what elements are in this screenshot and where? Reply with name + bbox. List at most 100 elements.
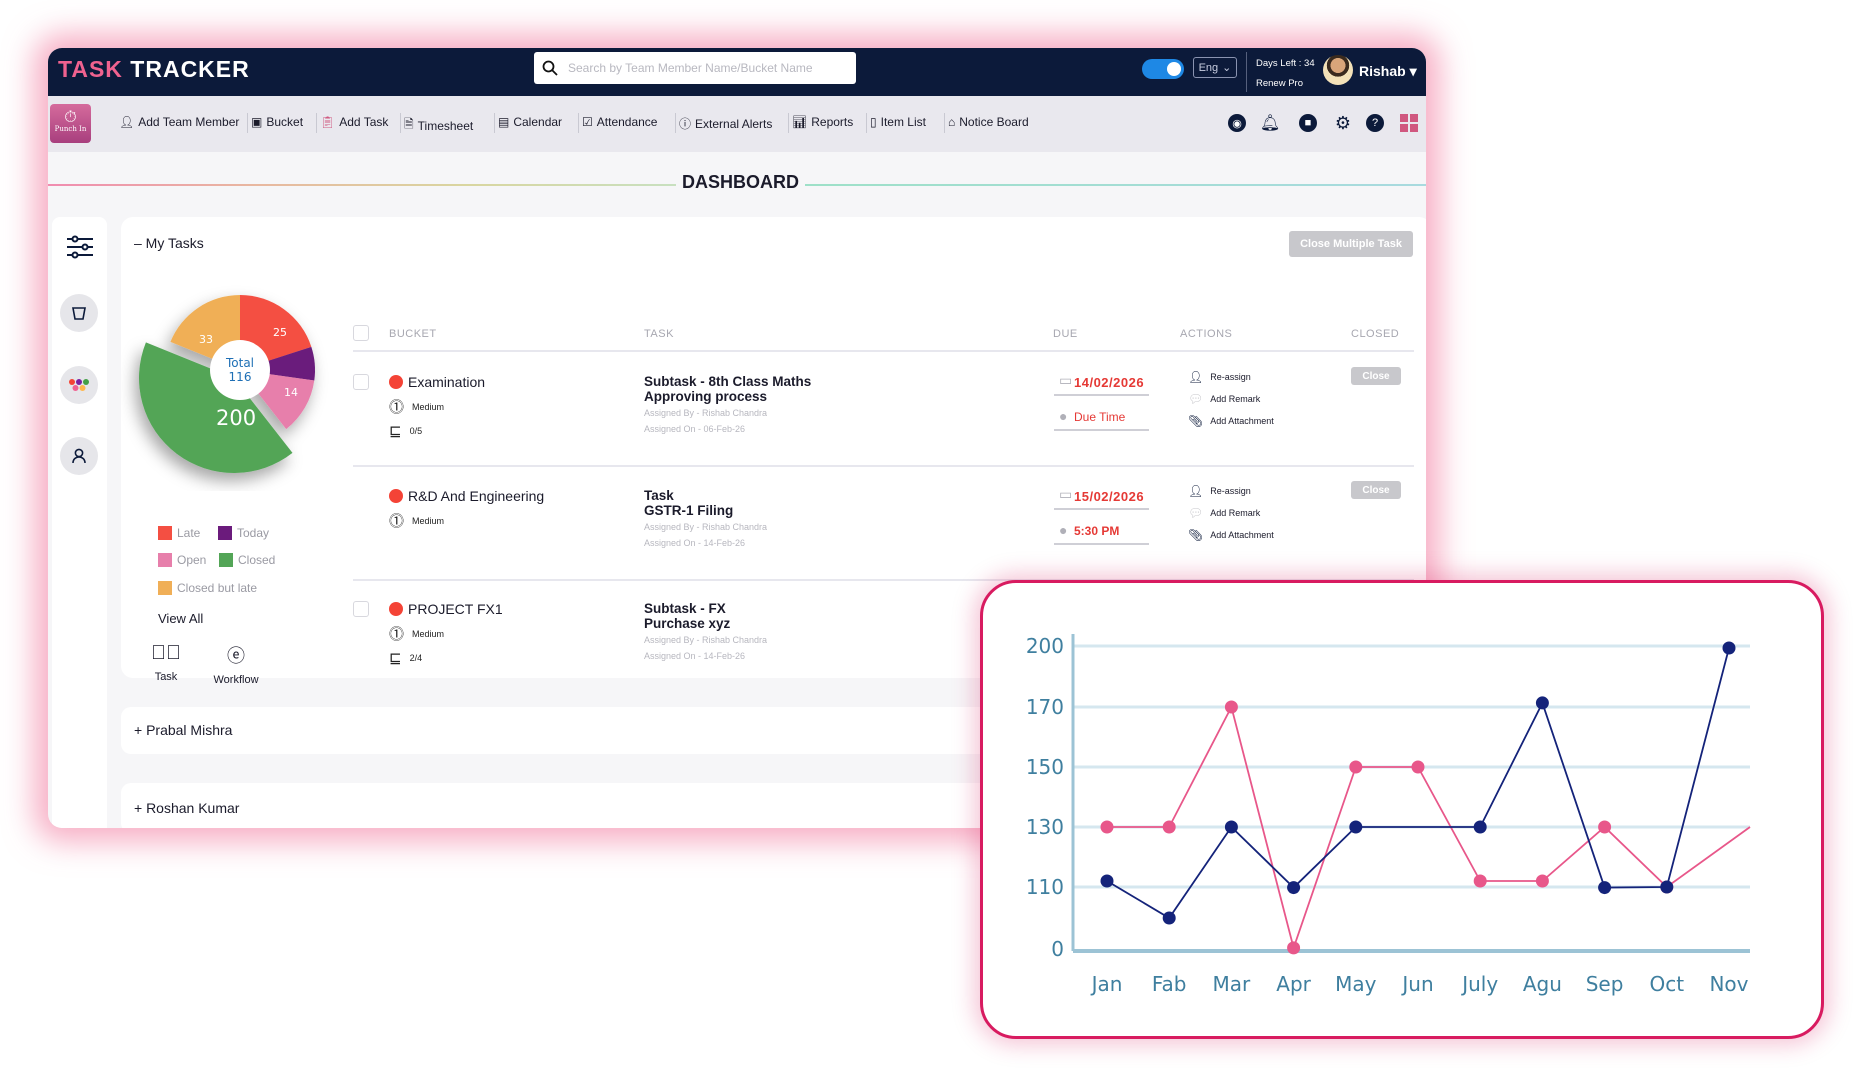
due-time[interactable]: 5:30 PM xyxy=(1074,524,1120,538)
data-point-jun[interactable] xyxy=(1411,760,1425,774)
user-icon[interactable] xyxy=(60,437,98,475)
assigned-on: Assigned On - 14-Feb-26 xyxy=(644,651,746,661)
divider xyxy=(1054,543,1149,545)
column-header-task: TASK xyxy=(644,328,674,340)
paperclip-icon: 📎︎ xyxy=(1188,528,1204,542)
row-checkbox[interactable] xyxy=(353,601,369,617)
comment-icon: 💬︎ xyxy=(1188,392,1204,406)
data-point-mar[interactable] xyxy=(1224,700,1238,714)
view-all-link[interactable]: View All xyxy=(158,611,204,626)
data-point-fab[interactable] xyxy=(1162,911,1176,925)
days-left: Days Left : 34 xyxy=(1256,58,1315,69)
action-add-attachment[interactable]: 📎︎ Add Attachment xyxy=(1188,528,1274,542)
search-input[interactable]: Search by Team Member Name/Bucket Name xyxy=(534,52,856,84)
data-point-apr[interactable] xyxy=(1287,881,1301,895)
data-point-apr[interactable] xyxy=(1287,941,1301,955)
due-date[interactable]: 14/02/2026 xyxy=(1074,375,1145,390)
user-menu[interactable]: Rishab ▾ xyxy=(1359,63,1417,80)
data-point-jan[interactable] xyxy=(1100,874,1114,888)
task-title[interactable]: Task GSTR-1 Filing xyxy=(644,488,734,518)
eye-icon[interactable]: ◉ xyxy=(1228,114,1246,132)
video-icon[interactable]: ■ xyxy=(1299,114,1317,132)
data-point-nov[interactable] xyxy=(1722,641,1736,655)
subtask-count[interactable]: ⊑ 0/5 xyxy=(389,422,422,440)
row-checkbox[interactable] xyxy=(353,374,369,390)
data-point-sep[interactable] xyxy=(1598,881,1612,895)
bell-icon[interactable]: 🔔︎ xyxy=(1259,115,1281,132)
action-add-remark[interactable]: 💬︎ Add Remark xyxy=(1188,506,1260,520)
task-title[interactable]: Subtask - FX Purchase xyz xyxy=(644,601,731,631)
divider xyxy=(788,113,789,133)
add-team-member-button[interactable]: 👤︎ Add Team Member xyxy=(119,115,239,129)
action-add-remark[interactable]: 💬︎ Add Remark xyxy=(1188,392,1260,406)
action-re-assign[interactable]: 👤︎ Re-assign xyxy=(1188,484,1251,498)
avatar[interactable] xyxy=(1323,55,1353,85)
data-point-july[interactable] xyxy=(1473,874,1487,888)
add-task-button[interactable]: 📋︎ Add Task xyxy=(320,115,388,129)
notice-board-button[interactable]: ⌂ Notice Board xyxy=(948,115,1029,129)
data-point-july[interactable] xyxy=(1473,820,1487,834)
theme-toggle[interactable] xyxy=(1142,59,1184,79)
task-link[interactable]: ✓⃝ Task xyxy=(146,642,186,683)
action-add-attachment[interactable]: 📎︎ Add Attachment xyxy=(1188,414,1274,428)
data-point-jan[interactable] xyxy=(1100,820,1114,834)
priority-label: Medium xyxy=(412,401,445,412)
data-point-oct[interactable] xyxy=(1660,880,1674,894)
task-status-pie-chart: Total 116 33 25 14 200 xyxy=(139,295,315,474)
renew-pro-link[interactable]: Renew Pro xyxy=(1256,78,1303,89)
filter-sliders-icon[interactable] xyxy=(66,235,94,259)
data-point-may[interactable] xyxy=(1349,760,1363,774)
priority-label: Medium xyxy=(412,515,445,526)
language-select[interactable]: Eng ⌄ xyxy=(1193,57,1237,78)
data-point-agu[interactable] xyxy=(1535,874,1549,888)
gear-icon[interactable]: ⚙ xyxy=(1334,112,1352,133)
close-task-button[interactable]: Close xyxy=(1351,481,1401,499)
calendar-icon: ▭ xyxy=(1059,486,1073,502)
punch-in-button[interactable]: ⏱ Punch In xyxy=(50,104,91,143)
bucket-button[interactable]: ▣ Bucket xyxy=(251,115,303,129)
item-list-button[interactable]: ▯ Item List xyxy=(870,115,926,129)
dashboard-heading: DASHBOARD xyxy=(48,172,1426,198)
bucket-name: Examination xyxy=(408,374,486,390)
trash-icon[interactable] xyxy=(60,294,98,332)
data-point-fab[interactable] xyxy=(1162,820,1176,834)
due-date[interactable]: 15/02/2026 xyxy=(1074,489,1145,504)
timesheet-button[interactable]: 🗎 Timesheet xyxy=(404,115,473,136)
workflow-link[interactable]: ⓔ Workflow xyxy=(206,642,266,686)
close-multiple-task-button[interactable]: Close Multiple Task xyxy=(1289,231,1413,257)
data-point-mar[interactable] xyxy=(1224,820,1238,834)
left-sidebar xyxy=(52,217,107,828)
pie-slice-closed[interactable] xyxy=(139,342,293,474)
label: Timesheet xyxy=(417,118,474,133)
legend-closed: Closed xyxy=(219,553,275,567)
select-all-checkbox[interactable] xyxy=(353,325,369,341)
task-title[interactable]: Subtask - 8th Class Maths Approving proce… xyxy=(644,374,812,404)
clock-icon: ● xyxy=(1059,522,1068,538)
toolbar: ⏱ Punch In 👤︎ Add Team Member ▣ Bucket 📋︎ Ad… xyxy=(48,96,1426,152)
data-point-agu[interactable] xyxy=(1535,696,1549,710)
legend-late: Late xyxy=(158,526,200,540)
attendance-button[interactable]: ☑ Attendance xyxy=(582,115,657,129)
paperclip-icon: 📎︎ xyxy=(1188,414,1204,428)
close-task-button[interactable]: Close xyxy=(1351,367,1401,385)
apps-grid-icon[interactable] xyxy=(1400,114,1418,132)
external-alerts-button[interactable]: ⓘ External Alerts xyxy=(679,115,772,132)
due-time[interactable]: Due Time xyxy=(1074,410,1126,424)
subtask-count[interactable]: ⊑ 2/4 xyxy=(389,649,422,667)
my-tasks-toggle[interactable]: – My Tasks xyxy=(134,235,204,251)
color-palette-icon[interactable] xyxy=(60,366,98,404)
search-placeholder: Search by Team Member Name/Bucket Name xyxy=(568,61,813,75)
status-dot xyxy=(389,602,403,616)
data-point-sep[interactable] xyxy=(1598,820,1612,834)
reports-button[interactable]: 📊︎ Reports xyxy=(792,115,853,129)
label: Add Task xyxy=(339,115,389,129)
subscription-info: Days Left : 34 Renew Pro xyxy=(1256,54,1315,94)
series-line-1 xyxy=(1106,647,1730,920)
calendar-button[interactable]: ▤ Calendar xyxy=(498,115,562,129)
x-tick-label: Mar xyxy=(1213,972,1252,996)
data-point-may[interactable] xyxy=(1349,820,1363,834)
help-icon[interactable]: ? xyxy=(1366,114,1384,132)
priority: ⓵ Medium xyxy=(389,396,444,417)
action-re-assign[interactable]: 👤︎ Re-assign xyxy=(1188,370,1251,384)
status-dot xyxy=(389,489,403,503)
